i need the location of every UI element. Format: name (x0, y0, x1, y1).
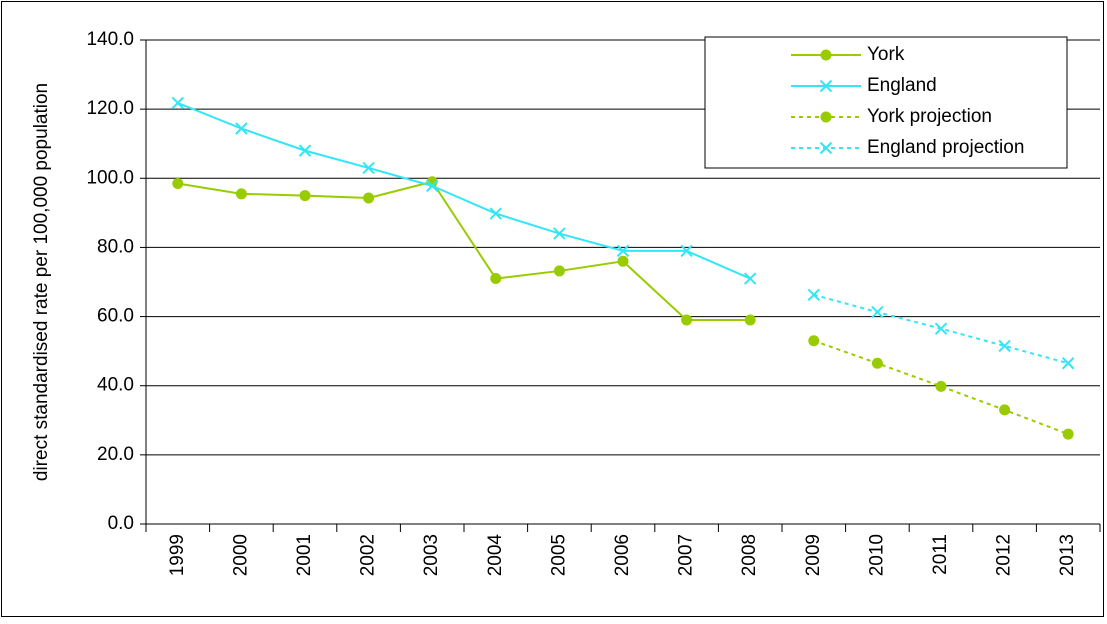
point (363, 192, 375, 204)
x-tick-label: 2008 (739, 534, 760, 576)
point (743, 272, 757, 285)
point (362, 161, 375, 175)
point (298, 144, 312, 157)
point (1061, 357, 1075, 370)
x-tick-label: 2013 (1057, 534, 1078, 576)
point (171, 96, 185, 110)
legend-marker (820, 49, 832, 61)
legend-marker (820, 111, 832, 123)
point (934, 322, 948, 335)
point (299, 190, 311, 202)
y-tick-label: 120.0 (86, 98, 134, 119)
point (871, 357, 883, 369)
x-tick-label: 2002 (358, 534, 379, 576)
legend: York England York projection England projec… (704, 36, 1068, 169)
x-tick-label: 2011 (930, 534, 951, 575)
point (680, 244, 693, 258)
series-line (177, 101, 751, 280)
x-tick-label: 2009 (803, 534, 824, 576)
point (235, 122, 248, 135)
x-tick-label: 2004 (485, 534, 506, 577)
x-tick-label: 2005 (548, 534, 569, 576)
point (998, 339, 1011, 353)
point (489, 207, 503, 220)
point (999, 404, 1011, 416)
y-tick-label: 40.0 (97, 375, 134, 396)
x-tick-label: 2007 (676, 534, 697, 576)
y-tick-label: 140.0 (86, 29, 134, 50)
legend-label: England projection (867, 137, 1024, 158)
x-tick-label: 2001 (294, 534, 315, 576)
x-tick-label: 1999 (167, 534, 188, 576)
point (808, 335, 820, 347)
y-tick-label: 100.0 (86, 167, 134, 188)
legend-marker (819, 79, 833, 93)
point (490, 273, 502, 285)
point (553, 265, 565, 277)
y-tick-label: 20.0 (97, 444, 134, 465)
point (172, 177, 184, 189)
legend-label: England (867, 75, 937, 96)
x-tick-label: 2012 (994, 534, 1015, 576)
point (617, 255, 629, 267)
legend-box (704, 36, 1068, 169)
series-line (813, 339, 1069, 436)
point (744, 314, 756, 326)
y-tick-label: 80.0 (97, 236, 134, 257)
point (1062, 428, 1074, 440)
point (553, 227, 566, 240)
x-tick-label: 2010 (866, 534, 887, 576)
series-line (177, 180, 751, 322)
point (425, 179, 439, 193)
point (681, 314, 693, 326)
point (935, 380, 947, 392)
point (235, 188, 247, 200)
point (807, 288, 821, 301)
x-tick-label: 2006 (612, 534, 633, 576)
y-axis-label: direct standardised rate per 100,000 pop… (31, 83, 52, 481)
legend-label: York (867, 44, 905, 65)
legend-label: York projection (867, 106, 992, 127)
y-tick-label: 0.0 (108, 513, 134, 534)
x-tick-label: 2003 (421, 534, 442, 576)
point (871, 305, 884, 319)
point (616, 244, 630, 258)
x-tick-label: 2000 (230, 534, 251, 576)
legend-marker (819, 141, 833, 155)
y-tick-label: 60.0 (97, 306, 134, 327)
